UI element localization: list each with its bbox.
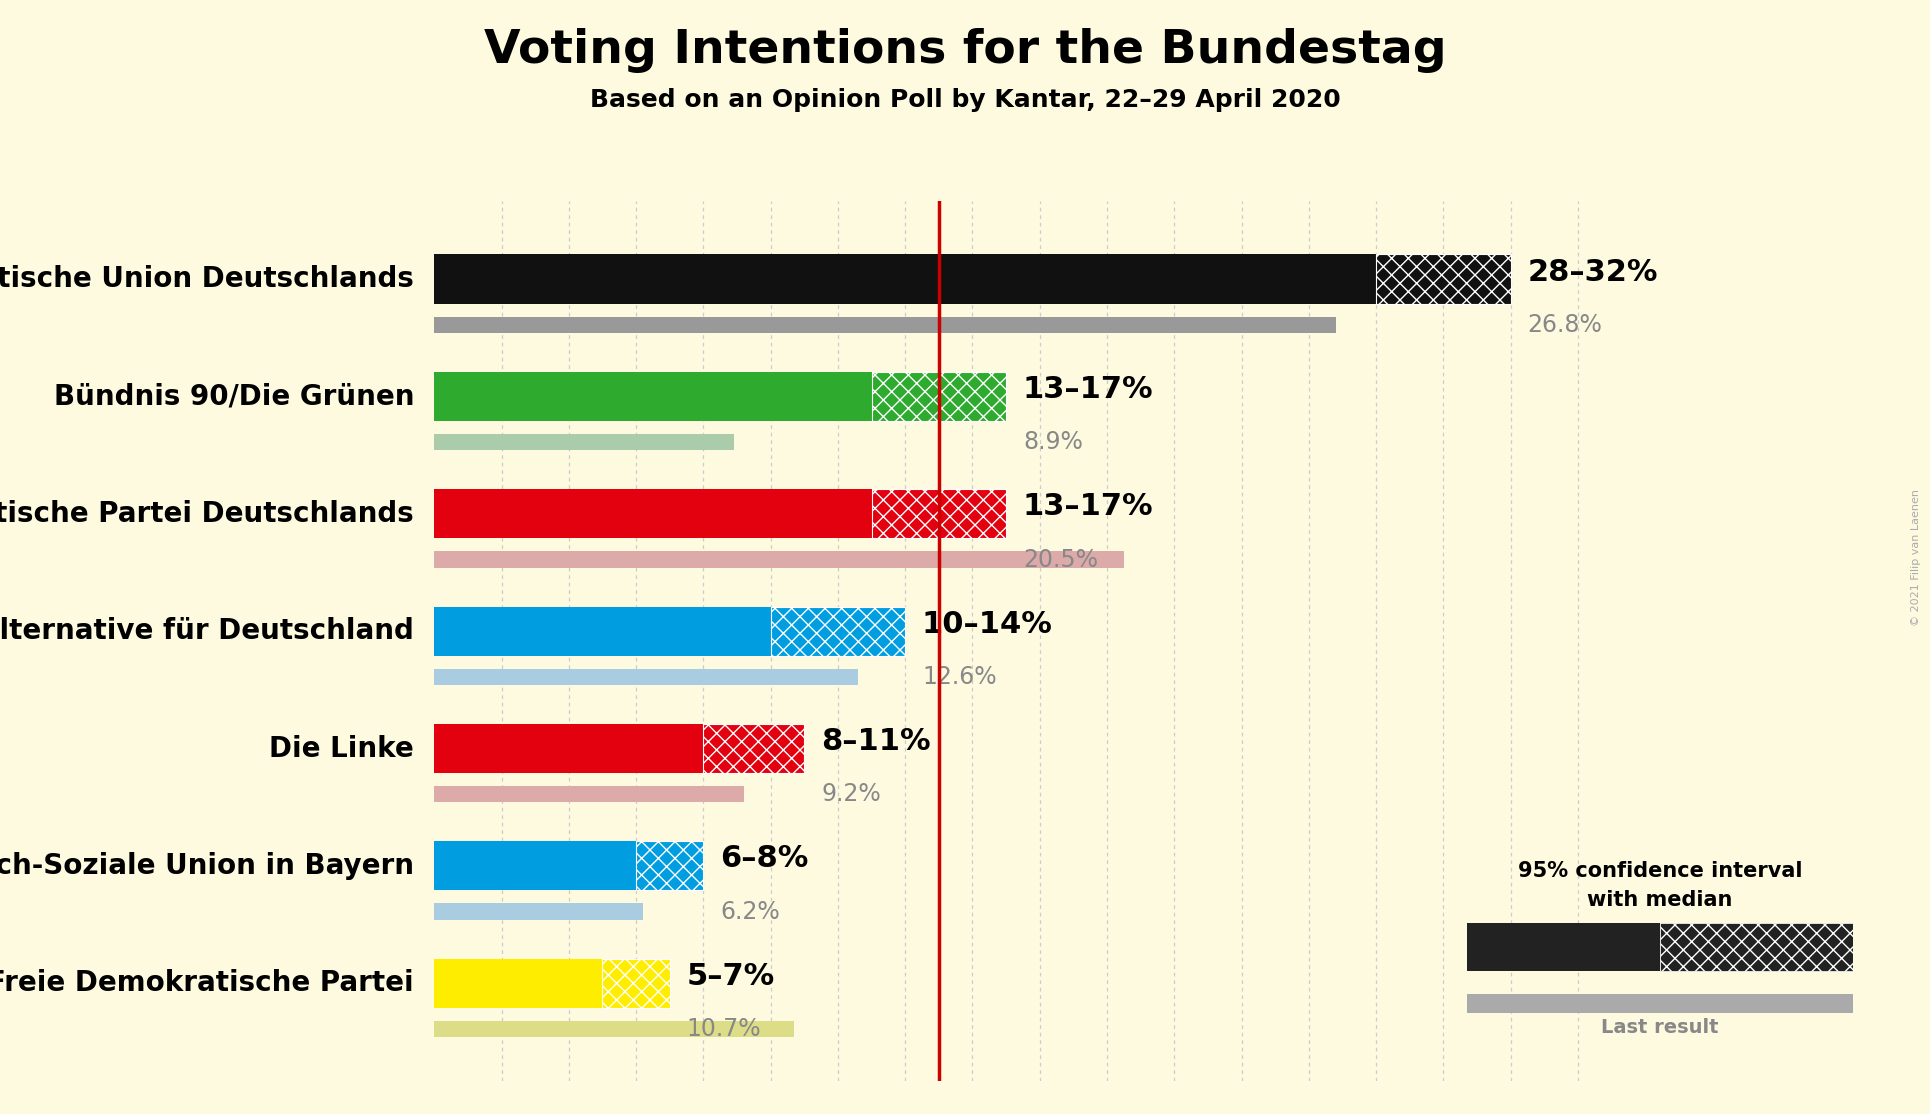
Text: Sozialdemokratische Partei Deutschlands: Sozialdemokratische Partei Deutschlands [0,500,415,528]
Bar [1376,254,1511,304]
Bar [602,958,670,1008]
Bar [434,316,1336,333]
Text: Freie Demokratische Partei: Freie Demokratische Partei [0,969,415,997]
Text: Christlich-Soziale Union in Bayern: Christlich-Soziale Union in Bayern [0,852,415,880]
Text: 13–17%: 13–17% [1023,375,1154,404]
Text: 20.5%: 20.5% [1023,548,1098,571]
Bar [434,489,872,538]
Text: Bündnis 90/Die Grünen: Bündnis 90/Die Grünen [54,382,415,410]
Bar [434,254,1376,304]
Text: 8–11%: 8–11% [820,727,930,756]
Text: Alternative für Deutschland: Alternative für Deutschland [0,617,415,645]
Text: Die Linke: Die Linke [270,734,415,762]
Bar [434,903,643,920]
Text: 6.2%: 6.2% [720,900,780,924]
Bar [434,786,743,802]
Bar [872,372,1006,421]
Text: 12.6%: 12.6% [923,665,996,688]
Bar [434,668,859,685]
Bar [434,551,1123,568]
Bar [434,1020,793,1037]
Text: 95% confidence interval: 95% confidence interval [1517,861,1803,881]
Bar [703,724,805,773]
Bar [434,606,770,656]
Text: 26.8%: 26.8% [1527,313,1602,336]
Text: Voting Intentions for the Bundestag: Voting Intentions for the Bundestag [484,28,1446,72]
Bar [434,958,602,1008]
Text: © 2021 Filip van Laenen: © 2021 Filip van Laenen [1911,489,1922,625]
Bar [770,606,905,656]
Text: 13–17%: 13–17% [1023,492,1154,521]
Text: 10–14%: 10–14% [923,609,1054,638]
Bar [434,841,637,890]
Bar [872,489,1006,538]
Text: Last result: Last result [1602,1018,1718,1037]
Text: Christlich Demokratische Union Deutschlands: Christlich Demokratische Union Deutschla… [0,265,415,293]
Bar [1467,924,1660,970]
Text: 10.7%: 10.7% [687,1017,760,1040]
Bar [434,372,872,421]
Text: 5–7%: 5–7% [687,961,774,990]
Bar [434,724,703,773]
Bar [434,434,733,450]
Text: 9.2%: 9.2% [820,782,880,807]
Bar [1467,994,1853,1014]
Bar [637,841,703,890]
Text: with median: with median [1586,890,1733,909]
Text: 28–32%: 28–32% [1527,257,1658,286]
Text: 6–8%: 6–8% [720,844,809,873]
Text: Based on an Opinion Poll by Kantar, 22–29 April 2020: Based on an Opinion Poll by Kantar, 22–2… [591,88,1339,113]
Text: 8.9%: 8.9% [1023,430,1083,455]
Bar [1660,924,1853,970]
